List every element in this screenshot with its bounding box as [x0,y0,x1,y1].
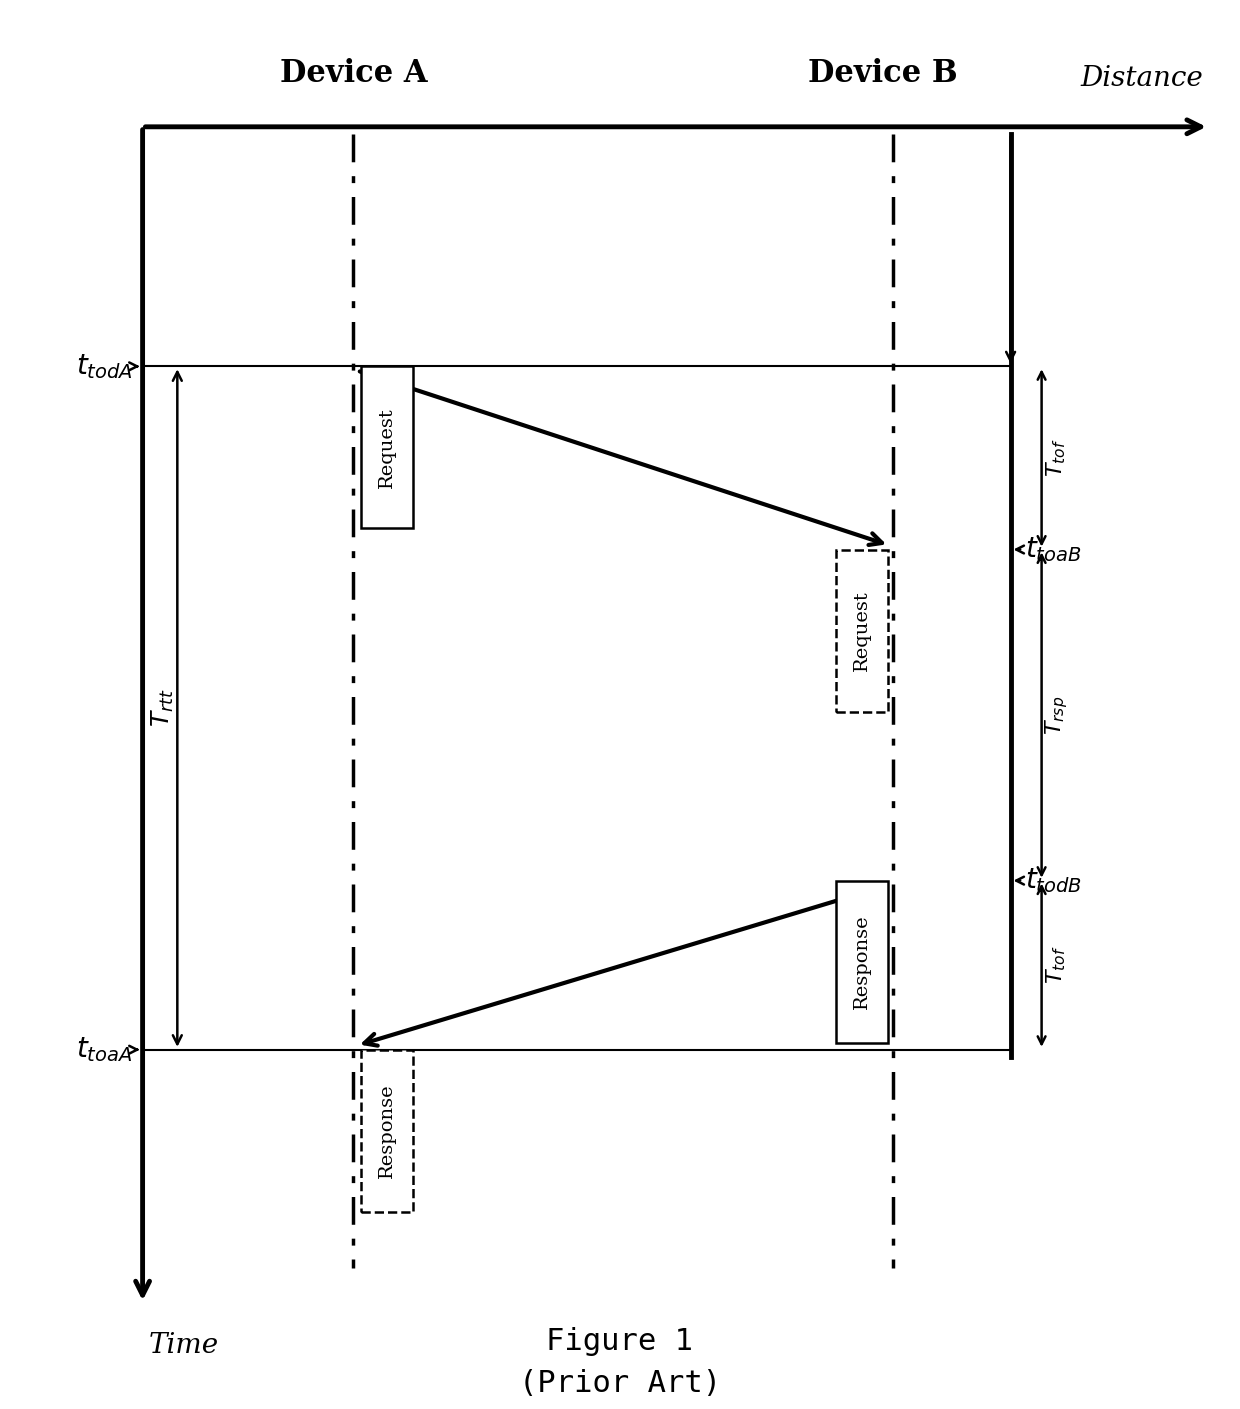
Text: Response: Response [853,914,870,1009]
Text: $t_{toaA}$: $t_{toaA}$ [77,1036,133,1064]
Bar [361,366,413,528]
Text: Request: Request [378,407,396,488]
Bar [836,550,888,712]
Text: $T_{tof}$: $T_{tof}$ [1044,438,1069,478]
Text: $t_{todA}$: $t_{todA}$ [76,352,133,380]
Text: Device A: Device A [280,58,427,89]
Text: Distance: Distance [1080,65,1203,92]
Text: $T_{rsp}$: $T_{rsp}$ [1043,696,1070,734]
Bar [836,881,888,1043]
Text: $T_{rtt}$: $T_{rtt}$ [149,689,176,727]
Text: Request: Request [853,590,870,671]
Text: Response: Response [378,1084,396,1178]
Text: Figure 1: Figure 1 [547,1327,693,1355]
Text: Device B: Device B [808,58,957,89]
Text: $t_{todB}$: $t_{todB}$ [1025,867,1083,895]
Text: $T_{tof}$: $T_{tof}$ [1044,945,1069,985]
Text: (Prior Art): (Prior Art) [518,1370,722,1398]
Text: Time: Time [149,1332,219,1358]
Text: $t_{toaB}$: $t_{toaB}$ [1025,535,1083,564]
Bar [361,1050,413,1212]
